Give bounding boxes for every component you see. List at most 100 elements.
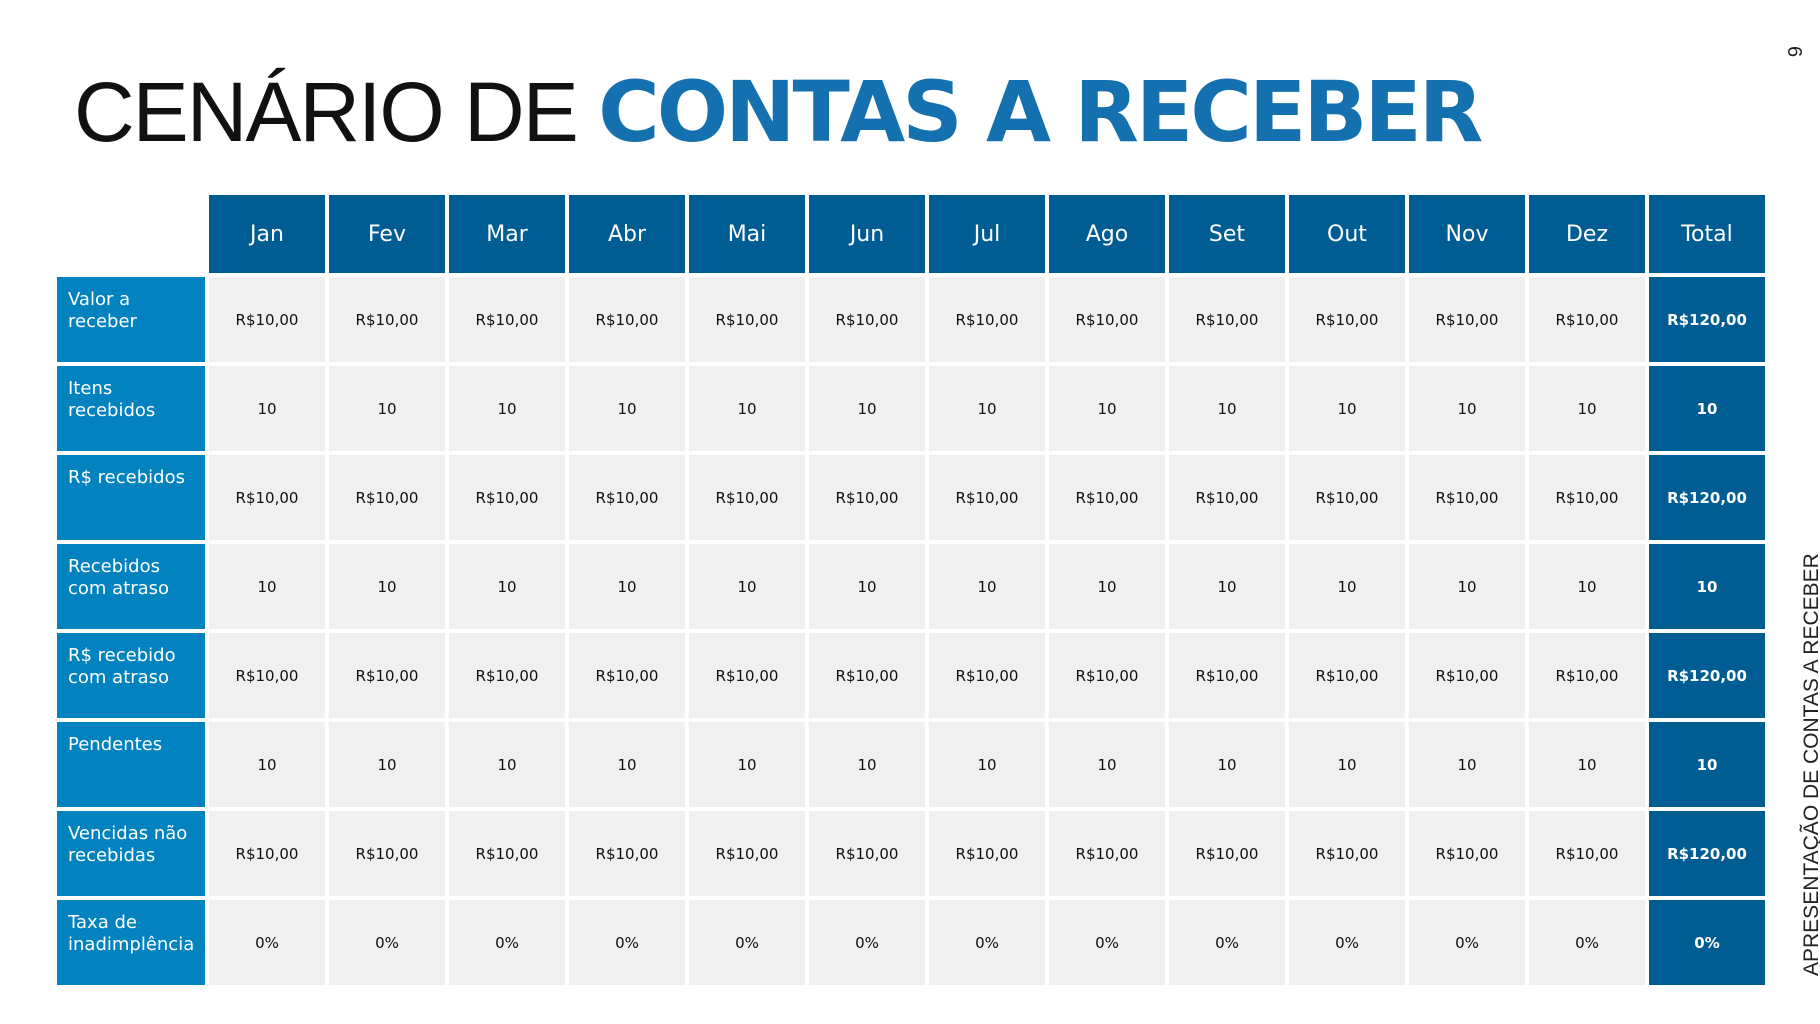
value-cell: 10 (1289, 544, 1405, 629)
value-cell: 10 (929, 544, 1045, 629)
column-header: Mai (689, 195, 805, 273)
value-cell: 10 (329, 722, 445, 807)
table-row: Taxa de inadimplência 0% 0% 0% 0% 0% 0% 0% 0% 0% 0… (57, 900, 1765, 985)
value-cell: 10 (1049, 722, 1165, 807)
value-cell: R$10,00 (1049, 811, 1165, 896)
value-cell: R$10,00 (569, 455, 685, 540)
value-cell: R$10,00 (929, 455, 1045, 540)
value-cell: 10 (689, 366, 805, 451)
value-cell: R$10,00 (329, 811, 445, 896)
value-cell: R$10,00 (1529, 277, 1645, 362)
column-header: Mar (449, 195, 565, 273)
title-bold: CONTAS A RECEBER (598, 63, 1483, 161)
value-cell: 10 (209, 544, 325, 629)
value-cell: R$10,00 (209, 277, 325, 362)
value-cell: 10 (1169, 366, 1285, 451)
corner-cell (57, 195, 205, 273)
value-cell: 0% (449, 900, 565, 985)
value-cell: R$10,00 (1169, 277, 1285, 362)
value-cell: R$10,00 (1529, 811, 1645, 896)
value-cell: R$10,00 (1409, 811, 1525, 896)
value-cell: 0% (1289, 900, 1405, 985)
value-cell: R$10,00 (1049, 455, 1165, 540)
column-header: Jun (809, 195, 925, 273)
row-label: Taxa de inadimplência (57, 900, 205, 985)
value-cell: R$10,00 (689, 277, 805, 362)
value-cell: R$10,00 (1409, 633, 1525, 718)
value-cell: 10 (1409, 722, 1525, 807)
column-header: Out (1289, 195, 1405, 273)
value-cell: R$10,00 (1529, 633, 1645, 718)
value-cell: 10 (209, 366, 325, 451)
value-cell: R$10,00 (449, 811, 565, 896)
value-cell: 0% (689, 900, 805, 985)
value-cell: 10 (569, 366, 685, 451)
column-header: Total (1649, 195, 1765, 273)
value-cell: R$10,00 (329, 455, 445, 540)
row-label: R$ recebido com atraso (57, 633, 205, 718)
row-label: R$ recebidos (57, 455, 205, 540)
value-cell: R$10,00 (569, 633, 685, 718)
total-cell: R$120,00 (1649, 277, 1765, 362)
value-cell: R$10,00 (1409, 455, 1525, 540)
value-cell: 10 (209, 722, 325, 807)
value-cell: R$10,00 (689, 633, 805, 718)
value-cell: 0% (1529, 900, 1645, 985)
total-cell: 0% (1649, 900, 1765, 985)
value-cell: R$10,00 (209, 633, 325, 718)
value-cell: R$10,00 (689, 811, 805, 896)
value-cell: R$10,00 (1169, 811, 1285, 896)
title-light: CENÁRIO DE (74, 65, 599, 159)
value-cell: R$10,00 (449, 455, 565, 540)
page-title: CENÁRIO DE CONTAS A RECEBER (74, 62, 1483, 162)
value-cell: R$10,00 (569, 811, 685, 896)
value-cell: 0% (1409, 900, 1525, 985)
total-cell: R$120,00 (1649, 633, 1765, 718)
column-header: Ago (1049, 195, 1165, 273)
table-row: R$ recebido com atraso R$10,00 R$10,00 R$10… (57, 633, 1765, 718)
value-cell: 10 (1289, 366, 1405, 451)
column-header: Abr (569, 195, 685, 273)
value-cell: R$10,00 (1169, 633, 1285, 718)
value-cell: R$10,00 (449, 633, 565, 718)
side-label: APRESENTAÇÃO DE CONTAS A RECEBER (1800, 553, 1820, 976)
value-cell: 10 (1049, 366, 1165, 451)
total-cell: R$120,00 (1649, 811, 1765, 896)
value-cell: R$10,00 (809, 277, 925, 362)
value-cell: 10 (1529, 366, 1645, 451)
value-cell: 10 (1289, 722, 1405, 807)
value-cell: R$10,00 (809, 633, 925, 718)
value-cell: 10 (1529, 544, 1645, 629)
column-header: Jul (929, 195, 1045, 273)
value-cell: 10 (1049, 544, 1165, 629)
value-cell: 10 (809, 722, 925, 807)
column-header: Nov (1409, 195, 1525, 273)
column-header: Dez (1529, 195, 1645, 273)
value-cell: 0% (569, 900, 685, 985)
value-cell: R$10,00 (1289, 455, 1405, 540)
value-cell: R$10,00 (929, 633, 1045, 718)
value-cell: 0% (1169, 900, 1285, 985)
table-row: Recebidos com atraso 10 10 10 10 10 10 10 10 10 10… (57, 544, 1765, 629)
table-row: Itens recebidos 10 10 10 10 10 10 10 10 10 10 10 10 1… (57, 366, 1765, 451)
value-cell: 10 (1169, 722, 1285, 807)
value-cell: 0% (1049, 900, 1165, 985)
row-label: Pendentes (57, 722, 205, 807)
table-row: Valor a receber R$10,00 R$10,00 R$10,00 R$10… (57, 277, 1765, 362)
row-label: Vencidas não recebidas (57, 811, 205, 896)
value-cell: R$10,00 (1049, 633, 1165, 718)
row-label: Itens recebidos (57, 366, 205, 451)
value-cell: R$10,00 (1049, 277, 1165, 362)
value-cell: R$10,00 (1289, 277, 1405, 362)
value-cell: R$10,00 (329, 277, 445, 362)
value-cell: 10 (449, 722, 565, 807)
value-cell: 10 (1409, 544, 1525, 629)
value-cell: 0% (209, 900, 325, 985)
value-cell: 10 (569, 544, 685, 629)
receivables-table: Jan Fev Mar Abr Mai Jun Jul Ago Set Out Nov Dez Tota… (53, 191, 1769, 989)
value-cell: 0% (329, 900, 445, 985)
table-row: R$ recebidos R$10,00 R$10,00 R$10,00 R$10,00… (57, 455, 1765, 540)
value-cell: 10 (689, 722, 805, 807)
value-cell: R$10,00 (689, 455, 805, 540)
value-cell: R$10,00 (929, 811, 1045, 896)
